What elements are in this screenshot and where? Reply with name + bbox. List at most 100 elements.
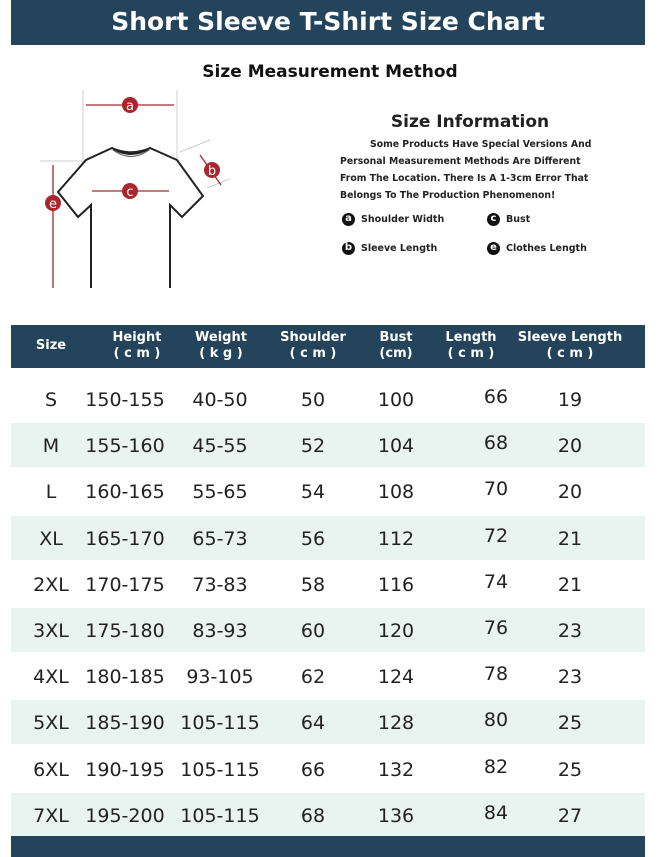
marker-c-icon (122, 183, 138, 199)
table-cell: 64 (300, 712, 326, 735)
table-cell: 150-155 (85, 389, 165, 411)
table-cell: 185-190 (85, 712, 165, 735)
page-title: Short Sleeve T-Shirt Size Chart (11, 0, 645, 45)
table-cell: 7XL (33, 804, 69, 827)
table-row: 3XL 175-180 83-93 60 120 76 23 (11, 608, 645, 652)
table-cell: M (42, 435, 60, 458)
table-cell: 190-195 (85, 758, 165, 781)
table-cell: 120 (377, 620, 415, 642)
method-title: Size Measurement Method (202, 62, 458, 82)
table-cell: 68 (300, 804, 326, 827)
dimension-markers (45, 97, 220, 211)
table-cell: 84 (483, 801, 509, 824)
table-cell: 68 (483, 432, 509, 455)
table-cell: 105-115 (180, 804, 260, 827)
table-cell: 3XL (33, 620, 69, 642)
table-cell: 100 (377, 389, 415, 411)
legend-bust: c Bust (487, 213, 530, 226)
table-cell: 80 (483, 709, 509, 732)
table-row: 7XL 195-200 105-115 68 136 84 27 (11, 792, 645, 837)
table-row: S 150-155 40-50 50 100 66 19 (11, 377, 645, 421)
table-cell: 66 (300, 758, 326, 781)
table-cell: 76 (483, 617, 509, 639)
table-cell: 45-55 (192, 435, 248, 458)
table-cell: 20 (557, 481, 583, 504)
table-cell: 170-175 (85, 573, 165, 596)
table-cell: 93-105 (186, 666, 254, 689)
table-cell: 62 (300, 666, 326, 689)
table-cell: 25 (557, 758, 583, 781)
marker-a-label: a (126, 99, 134, 114)
table-cell: 52 (300, 435, 326, 458)
table-row: L 160-165 55-65 54 108 70 20 (11, 469, 645, 513)
table-cell: 78 (483, 663, 509, 686)
table-cell: 27 (557, 804, 583, 827)
table-cell: 72 (483, 524, 509, 547)
table-cell: 128 (377, 712, 415, 735)
table-cell: 54 (300, 481, 326, 504)
table-cell: 155-160 (85, 435, 165, 458)
table-row: M 155-160 45-55 52 104 68 20 (11, 423, 645, 468)
table-cell: 180-185 (85, 666, 165, 689)
table-row: 5XL 185-190 105-115 64 128 80 25 (11, 700, 645, 745)
marker-b-icon (204, 162, 220, 178)
table-cell: 116 (377, 573, 415, 596)
info-text: Some Products Have Special Versions And … (340, 139, 592, 201)
column-header: Size (35, 338, 67, 353)
table-cell: 105-115 (180, 712, 260, 735)
column-header: Height( c m ) (112, 330, 162, 361)
table-cell: 136 (377, 804, 415, 827)
table-cell: 70 (483, 478, 509, 501)
marker-e-icon (45, 195, 61, 211)
table-cell: S (44, 389, 58, 411)
marker-c-label: c (126, 185, 133, 200)
table-cell: 175-180 (85, 620, 165, 642)
table-cell: 65-73 (192, 527, 248, 550)
badge-c-icon: c (487, 213, 500, 226)
table-row: 4XL 180-185 93-105 62 124 78 23 (11, 654, 645, 698)
table-cell: 40-50 (192, 389, 248, 411)
table-cell: 23 (557, 620, 583, 642)
legend-shoulder: a Shoulder Width (342, 213, 444, 226)
table-cell: 58 (300, 573, 326, 596)
column-header: Sleeve Length( c m ) (517, 330, 623, 361)
table-row: 2XL 170-175 73-83 58 116 74 21 (11, 562, 645, 606)
table-cell: 19 (557, 389, 583, 411)
table-cell: L (45, 481, 57, 504)
table-cell: 25 (557, 712, 583, 735)
table-cell: 124 (377, 666, 415, 689)
table-cell: 21 (557, 573, 583, 596)
table-cell: 195-200 (85, 804, 165, 827)
legend-clothes-length: e Clothes Length (487, 242, 587, 255)
badge-b-icon: b (342, 242, 355, 255)
table-row: 6XL 190-195 105-115 66 132 82 25 (11, 747, 645, 791)
table-cell: 165-170 (85, 527, 165, 550)
table-cell: 108 (377, 481, 415, 504)
table-cell: 73-83 (192, 573, 248, 596)
table-cell: 66 (483, 386, 509, 408)
table-cell: 20 (557, 435, 583, 458)
table-cell: 160-165 (85, 481, 165, 504)
footer-bar (11, 836, 645, 857)
table-cell: 55-65 (192, 481, 248, 504)
column-header: Weight( k g ) (195, 330, 247, 361)
marker-b-label: b (208, 164, 216, 179)
table-header: Size Height( c m ) Weight( k g ) Shoulder( … (11, 325, 645, 368)
column-header: Bust (cm) (379, 330, 413, 361)
table-cell: 5XL (33, 712, 69, 735)
column-header: Length( c m ) (445, 330, 497, 361)
table-cell: 60 (300, 620, 326, 642)
table-cell: 2XL (33, 573, 69, 596)
marker-e-label: e (49, 197, 57, 212)
table-cell: 23 (557, 666, 583, 689)
table-cell: 105-115 (180, 758, 260, 781)
table-cell: 56 (300, 527, 326, 550)
table-cell: 21 (557, 527, 583, 550)
table-cell: 112 (377, 527, 415, 550)
table-cell: 6XL (33, 758, 69, 781)
table-cell: 82 (483, 755, 509, 778)
info-title: Size Information (390, 112, 550, 132)
size-information: Size Information Some Products Have Spec… (340, 112, 600, 204)
column-header: Shoulder( c m ) (280, 330, 346, 361)
